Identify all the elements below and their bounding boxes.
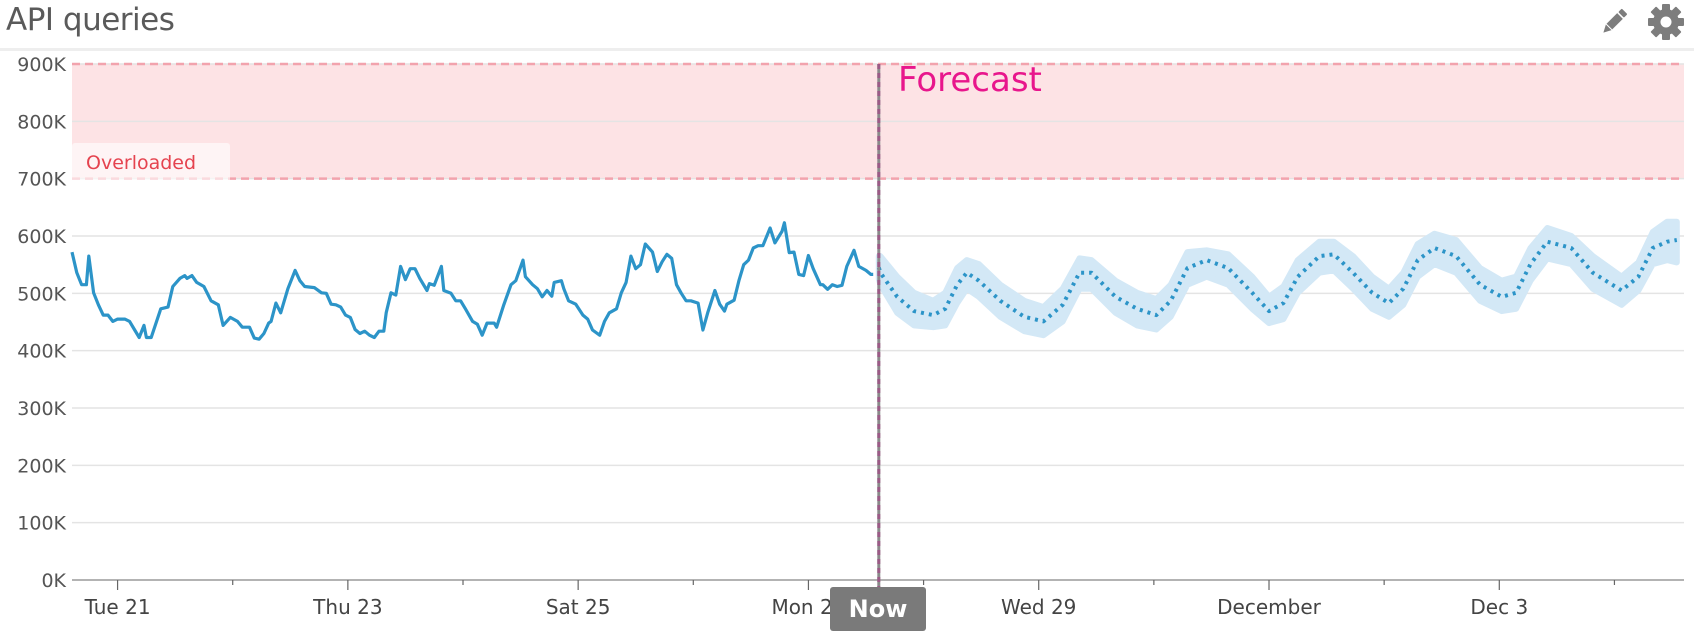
y-tick-label: 0K [41, 570, 66, 592]
y-tick-label: 900K [17, 54, 66, 76]
x-tick-label: Wed 29 [1001, 595, 1076, 619]
y-tick-label: 500K [17, 283, 66, 305]
x-tick-label: Dec 3 [1470, 595, 1528, 619]
x-tick-label: Tue 21 [84, 595, 151, 619]
pencil-icon[interactable] [1598, 6, 1630, 38]
actual-series-line [70, 221, 874, 341]
y-tick-label: 100K [17, 513, 66, 535]
y-tick-label: 200K [17, 455, 66, 477]
forecast-confidence-band [875, 218, 1680, 339]
x-tick-label: December [1217, 595, 1321, 619]
y-tick-label: 600K [17, 226, 66, 248]
header-divider [0, 48, 1694, 51]
y-tick-label: 300K [17, 398, 66, 420]
x-tick-label: Sat 25 [546, 595, 611, 619]
y-tick-label: 400K [17, 341, 66, 363]
threshold-label-box [72, 143, 230, 183]
x-tick-label: Thu 23 [312, 595, 382, 619]
y-tick-label: 700K [17, 169, 66, 191]
forecast-series-line [876, 238, 1678, 324]
threshold-label: Overloaded [86, 152, 197, 174]
widget-title: API queries [6, 2, 175, 38]
forecast-label: Forecast [898, 60, 1042, 100]
now-marker-tag: Now [830, 587, 926, 631]
gear-icon[interactable] [1646, 2, 1686, 42]
y-tick-label: 800K [17, 111, 66, 133]
